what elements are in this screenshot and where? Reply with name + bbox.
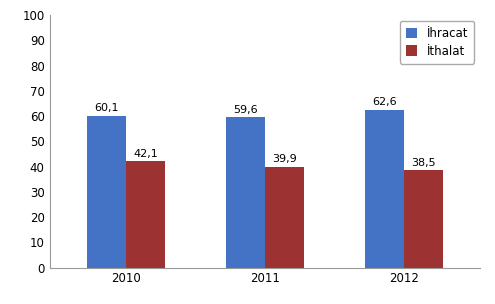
Text: 39,9: 39,9: [272, 154, 297, 164]
Text: 62,6: 62,6: [372, 97, 396, 107]
Text: 38,5: 38,5: [411, 158, 436, 168]
Bar: [126, 161, 165, 268]
Bar: [404, 170, 443, 268]
Text: 60,1: 60,1: [94, 103, 119, 113]
Text: 59,6: 59,6: [233, 105, 258, 115]
Bar: [87, 116, 126, 268]
Bar: [265, 167, 304, 268]
Legend: İhracat, İthalat: İhracat, İthalat: [399, 21, 474, 64]
Bar: [226, 117, 265, 268]
Bar: [365, 109, 404, 268]
Text: 42,1: 42,1: [133, 149, 158, 159]
